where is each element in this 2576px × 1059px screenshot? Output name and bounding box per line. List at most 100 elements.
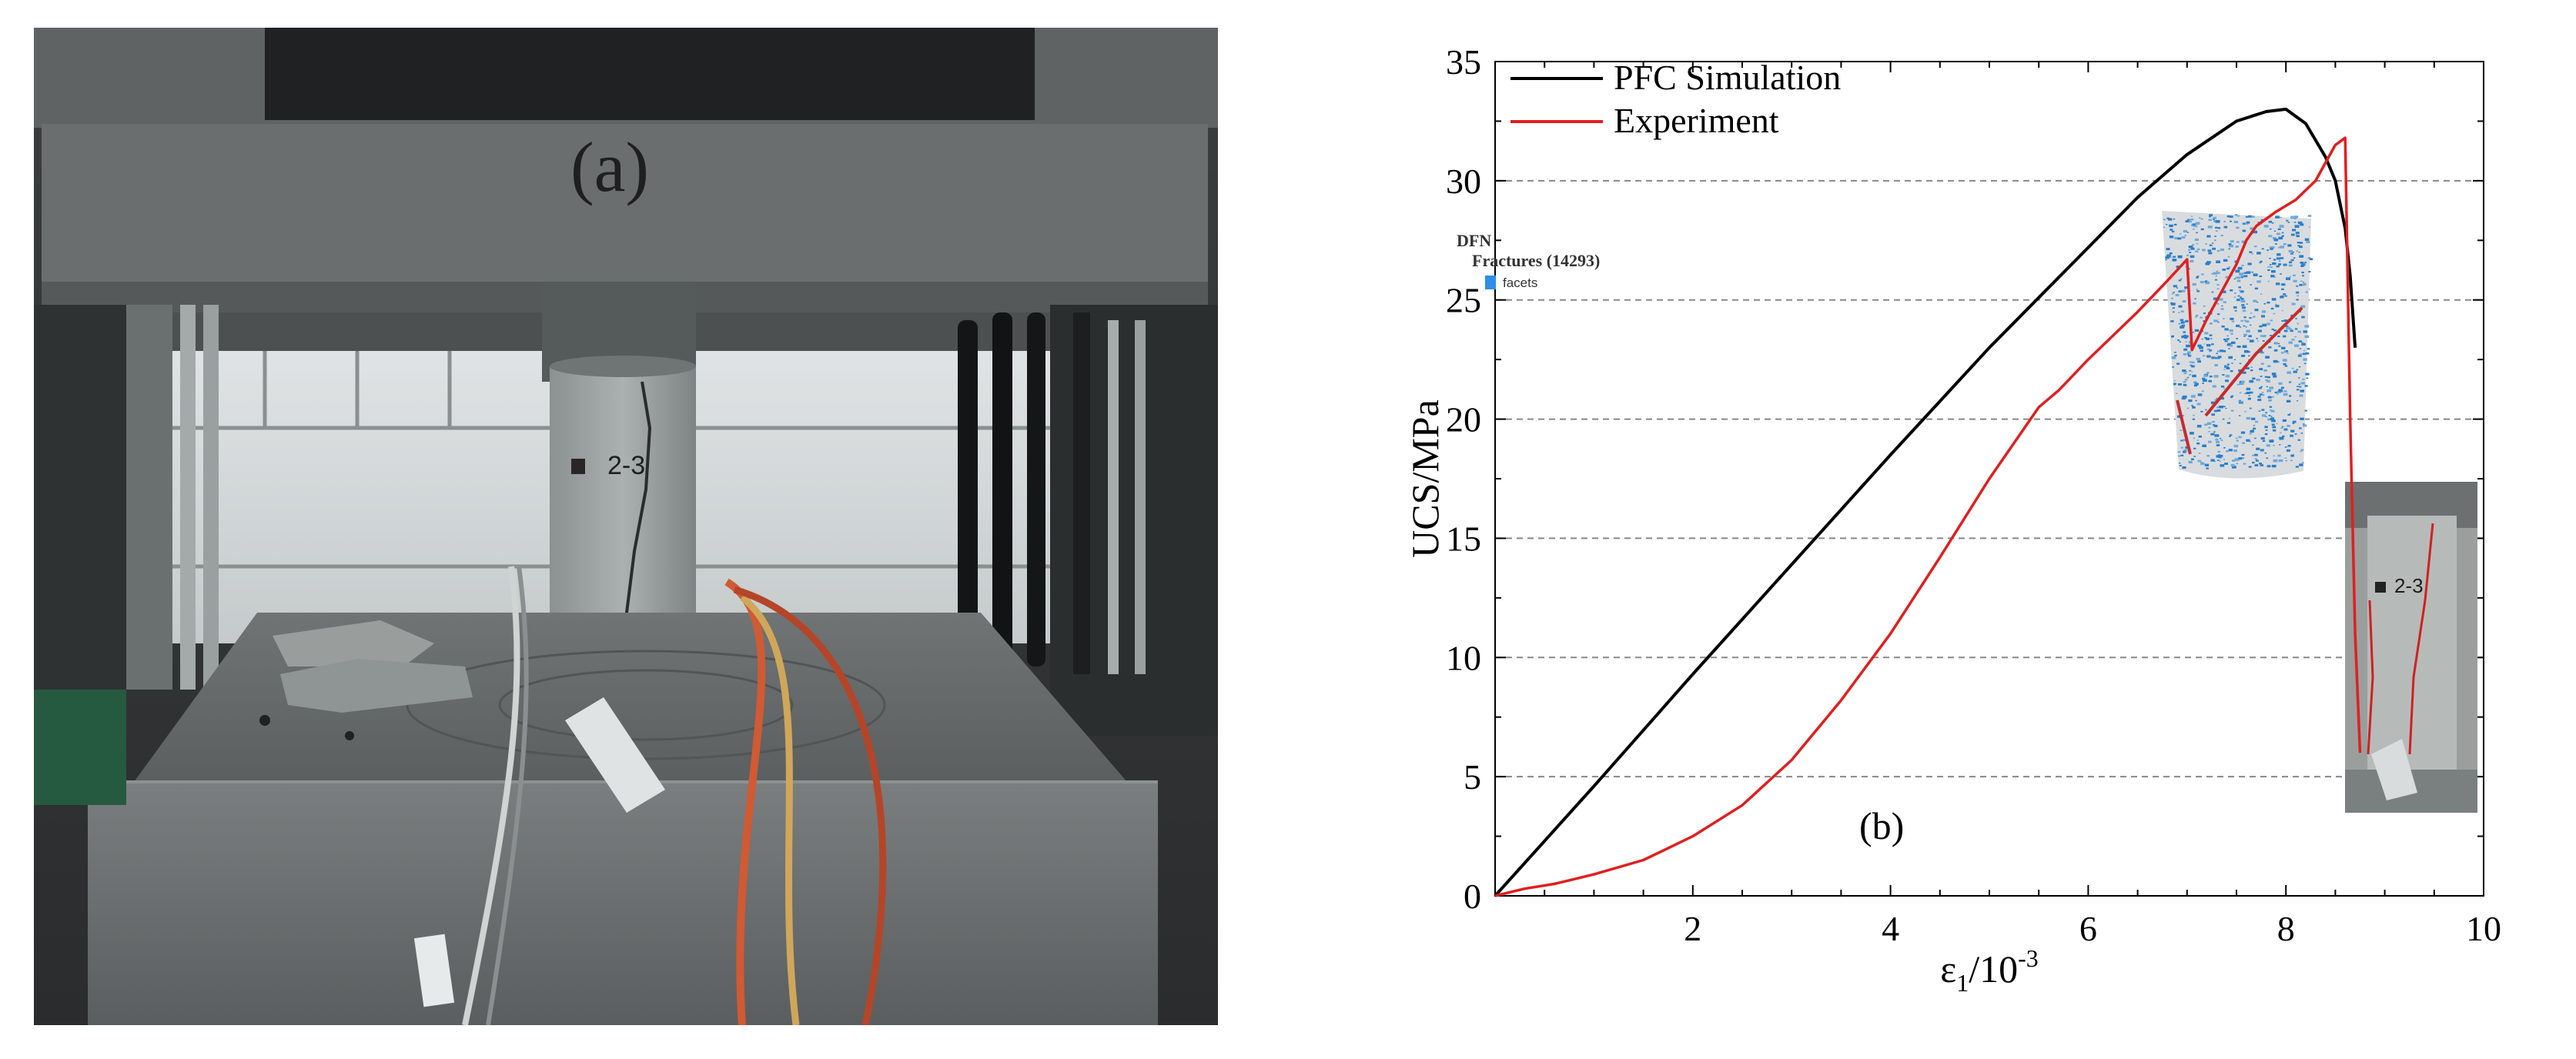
dfn-facet [2192, 223, 2196, 225]
dfn-facet [2286, 326, 2290, 329]
dfn-facet [2271, 222, 2274, 224]
dfn-facet [2288, 264, 2293, 267]
dfn-facet [2249, 407, 2252, 409]
dfn-facet [2194, 238, 2199, 241]
dfn-facet [2300, 449, 2304, 451]
dfn-facet [2221, 290, 2226, 293]
dfn-facet [2194, 383, 2199, 386]
dfn-facet [2197, 344, 2202, 347]
x-tick-label: 10 [2466, 909, 2501, 948]
dfn-facet [2195, 222, 2200, 225]
dfn-facet [2259, 276, 2263, 278]
dfn-facet [2188, 220, 2192, 223]
dfn-facet [2300, 280, 2303, 282]
dfn-facet [2248, 355, 2250, 357]
dfn-facet [2249, 441, 2251, 443]
dfn-facet [2229, 244, 2233, 248]
dfn-facet [2281, 235, 2284, 237]
dfn-facet [2169, 252, 2173, 255]
panel-a-label: (a) [570, 128, 649, 206]
dfn-facet [2246, 338, 2250, 340]
dfn-facet [2230, 317, 2234, 320]
dfn-facet [2264, 433, 2268, 436]
dfn-facet [2242, 306, 2246, 309]
dfn-facet [2259, 261, 2262, 263]
dfn-facet [2169, 224, 2173, 228]
dfn-facet [2177, 455, 2181, 457]
dfn-facet [2217, 227, 2221, 229]
dfn-facet [2266, 386, 2268, 388]
dfn-facet [2283, 263, 2287, 266]
dfn-facet [2262, 439, 2266, 442]
dfn-facet [2196, 232, 2198, 234]
dfn-facet [2198, 436, 2202, 438]
dfn-facet [2188, 249, 2190, 251]
dfn-facet [2212, 242, 2214, 244]
dfn-facet [2210, 401, 2216, 405]
dfn-facet [2280, 296, 2284, 299]
dfn-facet [2245, 215, 2249, 218]
dfn-facet [2173, 383, 2176, 385]
dfn-facet [2276, 423, 2278, 425]
dfn-facet [2259, 325, 2263, 328]
dfn-facet [2304, 262, 2307, 263]
dfn-facet [2200, 461, 2203, 463]
dfn-facet [2216, 288, 2220, 290]
dfn-facet [2246, 221, 2250, 224]
dfn-facet [2189, 374, 2191, 376]
dfn-facet [2270, 266, 2273, 269]
dfn-facet [2265, 356, 2270, 359]
dfn-facet [2300, 450, 2303, 453]
dfn-facet [2228, 266, 2231, 268]
dfn-facet [2163, 226, 2166, 229]
dfn-facet [2203, 343, 2206, 345]
dfn-facet [2222, 349, 2226, 352]
dfn-facet [2220, 248, 2224, 251]
dfn-facet [2223, 318, 2225, 319]
dfn-facet [2260, 437, 2265, 440]
dfn-facet [2222, 418, 2225, 420]
dfn-facet [2253, 425, 2255, 426]
dfn-facet [2258, 410, 2261, 412]
dfn-facet [2228, 417, 2231, 419]
dfn-facet [2180, 429, 2182, 431]
dfn-facet [2252, 444, 2254, 446]
dfn-facet [2216, 350, 2220, 352]
y-tick-label: 30 [1446, 162, 1481, 201]
dfn-facet [2228, 449, 2233, 452]
dfn-facet [2229, 215, 2233, 218]
dfn-facet [2271, 270, 2276, 273]
dfn-fracture-line [2204, 306, 2303, 417]
dfn-facet [2266, 322, 2270, 326]
dfn-facet [2301, 342, 2303, 343]
dfn-facet [2226, 450, 2229, 453]
dfn-facet [2292, 423, 2295, 424]
dfn-facet [2257, 396, 2261, 398]
dfn-facet [2248, 335, 2252, 338]
dfn-facet [2263, 394, 2265, 396]
dfn-facet [2230, 464, 2235, 467]
x-tick-label: 8 [2277, 909, 2295, 948]
dfn-facet [2292, 229, 2297, 232]
dfn-facet [2231, 459, 2236, 462]
dfn-facet [2290, 233, 2295, 236]
dfn-facet [2196, 275, 2200, 277]
dfn-facet [2240, 276, 2243, 279]
dfn-facet [2286, 277, 2290, 280]
dfn-facet [2178, 322, 2180, 325]
dfn-inset-title: DFN [1457, 231, 1491, 250]
dfn-facet [2208, 379, 2212, 383]
dfn-facet [2284, 446, 2287, 448]
dfn-facet [2265, 379, 2268, 381]
dfn-facet [2251, 271, 2253, 273]
dfn-facet [2191, 331, 2195, 334]
legend-label-experiment: Experiment [1614, 101, 1779, 140]
dfn-facet [2270, 246, 2275, 249]
dfn-facet [2289, 276, 2292, 278]
dfn-facet [2203, 320, 2206, 322]
dfn-facet [2220, 308, 2224, 310]
y-tick-label: 35 [1446, 42, 1481, 82]
dfn-facet [2206, 261, 2211, 264]
dfn-facet [2243, 325, 2246, 327]
dfn-facet [2228, 342, 2232, 346]
